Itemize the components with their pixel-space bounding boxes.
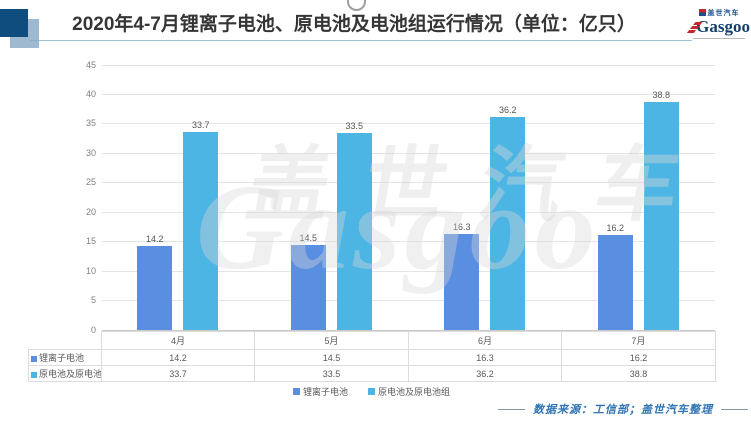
gridline <box>102 64 715 66</box>
series-marker-icon <box>31 356 37 362</box>
bar <box>444 234 480 330</box>
table-row: 原电池及原电池组33.733.536.238.8 <box>28 365 716 382</box>
bar-value-label: 14.5 <box>299 232 318 243</box>
table-value-cell: 36.2 <box>408 365 562 382</box>
bar <box>290 244 326 330</box>
table-month-header: 7月 <box>561 331 716 350</box>
y-axis-tick-label: 10 <box>85 265 96 276</box>
bar <box>490 116 526 330</box>
gridline <box>102 123 715 125</box>
legend-label: 锂离子电池 <box>302 387 348 397</box>
gridline <box>102 152 715 154</box>
gasgoo-logo: 盖世汽车 Gasgoo <box>686 8 750 41</box>
y-axis-tick-label: 35 <box>85 118 96 129</box>
bar <box>643 101 679 330</box>
footer-dash-right <box>721 408 748 410</box>
legend-item: 原电池及原电池组 <box>368 385 450 398</box>
bar-value-label: 36.2 <box>498 104 517 115</box>
footer-source: 数据来源：工信部；盖世汽车整理 <box>533 404 713 416</box>
gridline <box>102 182 715 184</box>
y-axis-tick-label: 30 <box>85 147 96 158</box>
bar-value-label: 33.5 <box>345 120 364 131</box>
table-month-header: 4月 <box>101 331 255 350</box>
bar <box>336 132 372 330</box>
bar-chart-plot-area: 14.2 33.7 14.5 33.5 16.3 36.2 16.2 38.8 <box>102 64 715 331</box>
bar <box>137 246 173 330</box>
rotate-handle-circle <box>347 0 366 11</box>
table-value-cell: 38.8 <box>561 365 716 382</box>
logo-stripes-icon <box>686 29 697 33</box>
y-axis-tick-label: 25 <box>85 177 96 188</box>
decor-square-dark <box>0 9 28 37</box>
logo-tagline-line <box>693 38 745 41</box>
gridline <box>102 329 715 331</box>
y-axis-tick-label: 40 <box>85 88 96 99</box>
table-series-name: 锂离子电池 <box>28 349 102 366</box>
gridline <box>102 300 715 302</box>
table-value-cell: 33.5 <box>254 365 409 382</box>
bar <box>183 131 219 330</box>
y-axis-tick-label: 20 <box>85 206 96 217</box>
y-axis-tick-label: 5 <box>90 295 96 306</box>
logo-cn-text: 盖世汽车 <box>707 9 740 17</box>
y-axis-tick-label: 45 <box>85 59 96 70</box>
title-underline <box>30 40 692 41</box>
table-value-cell: 16.3 <box>408 349 562 366</box>
table-month-header: 5月 <box>254 331 409 350</box>
series-marker-icon <box>31 372 37 378</box>
bar-value-label: 14.2 <box>145 234 164 245</box>
y-axis-tick-label: 0 <box>90 324 96 335</box>
bar-value-label: 16.2 <box>606 222 625 233</box>
bar-value-label: 38.8 <box>652 89 671 100</box>
data-table: 4月5月6月7月锂离子电池14.214.516.316.2原电池及原电池组33.… <box>28 331 716 382</box>
page-title: 2020年4-7月锂离子电池、原电池及电池组运行情况（单位：亿只） <box>72 14 636 35</box>
table-value-cell: 14.2 <box>101 349 255 366</box>
footer: 数据来源：工信部；盖世汽车整理 <box>498 401 748 417</box>
logo-en-text: Gasgoo <box>696 17 750 36</box>
table-value-cell: 16.2 <box>561 349 716 366</box>
footer-dash-left <box>498 408 525 410</box>
gridline <box>102 241 715 243</box>
gridline <box>102 270 715 272</box>
bar-value-label: 16.3 <box>452 222 471 232</box>
legend-marker-icon <box>292 388 300 395</box>
legend-marker-icon <box>368 388 375 395</box>
bar-value-label: 33.7 <box>191 119 210 130</box>
legend-label: 原电池及原电池组 <box>378 387 451 397</box>
table-value-cell: 14.5 <box>254 349 409 366</box>
logo-mark-icon <box>698 9 706 16</box>
y-axis-tick-label: 15 <box>85 236 96 247</box>
table-corner-cell <box>29 332 102 350</box>
table-value-cell: 33.7 <box>101 365 255 382</box>
table-month-header: 6月 <box>408 331 562 350</box>
gridline <box>102 211 715 213</box>
table-row: 锂离子电池 14.2 14.5 16.3 16.2 <box>28 349 716 366</box>
legend: 锂离子电池 原电池及原电池组 <box>28 385 715 398</box>
legend-item: 锂离子电池 <box>292 385 348 398</box>
bar <box>597 234 633 330</box>
gridline <box>102 93 715 95</box>
table-series-name: 原电池及原电池组 <box>28 365 102 382</box>
